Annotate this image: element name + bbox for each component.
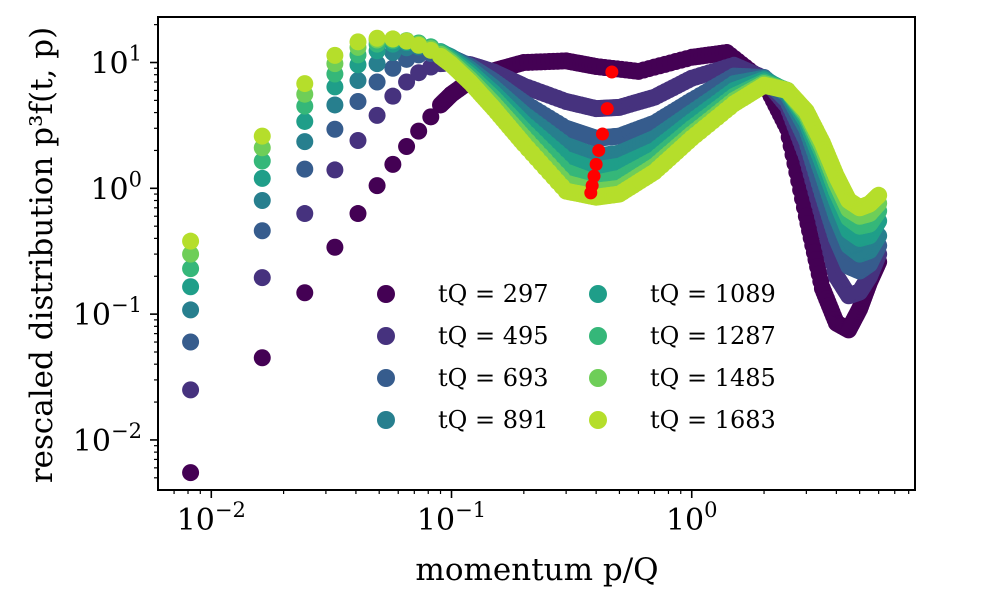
- data-point: [296, 75, 314, 93]
- data-point: [182, 333, 200, 351]
- legend-item: tQ = 1485: [589, 364, 776, 392]
- legend: tQ = 297 tQ = 495 tQ = 693 tQ = 891 tQ = 108…: [377, 280, 776, 434]
- data-point: [368, 106, 386, 124]
- minimum-point: [589, 157, 603, 171]
- data-point: [384, 30, 402, 48]
- data-point: [368, 177, 386, 195]
- y-axis-label: rescaled distribution p³f(t, p): [24, 27, 60, 483]
- minimum-point: [584, 186, 598, 200]
- legend-label: tQ = 1287: [650, 322, 776, 350]
- data-point: [384, 87, 402, 105]
- legend-item: tQ = 693: [377, 364, 549, 392]
- data-point: [182, 464, 200, 482]
- data-point: [349, 131, 367, 149]
- data-point: [410, 122, 428, 140]
- data-point: [326, 46, 344, 64]
- data-point: [398, 73, 416, 91]
- legend-item: tQ = 1287: [589, 322, 776, 350]
- data-point: [422, 108, 440, 126]
- legend-item: tQ = 1089: [589, 280, 776, 308]
- data-point: [296, 284, 314, 302]
- data-point: [326, 120, 344, 138]
- legend-label: tQ = 891: [438, 406, 549, 434]
- data-point: [182, 301, 200, 319]
- legend-label: tQ = 1485: [650, 364, 776, 392]
- data-point: [253, 192, 271, 210]
- data-point: [398, 137, 416, 155]
- legend-marker: [377, 285, 395, 303]
- data-point: [296, 112, 314, 130]
- legend-item: tQ = 495: [377, 322, 549, 350]
- y-tick-label: 100: [90, 167, 142, 207]
- legend-marker: [589, 369, 607, 387]
- legend-marker: [589, 411, 607, 429]
- legend-marker: [589, 285, 607, 303]
- data-point: [349, 205, 367, 223]
- data-point: [253, 222, 271, 240]
- plot-frame: [157, 16, 916, 491]
- legend-item: tQ = 297: [377, 280, 549, 308]
- legend-label: tQ = 495: [438, 322, 549, 350]
- data-point: [182, 260, 200, 278]
- series-8: [182, 29, 888, 250]
- data-point: [349, 71, 367, 89]
- data-point: [182, 245, 200, 263]
- data-point: [253, 139, 271, 157]
- legend-item: tQ = 891: [377, 406, 549, 434]
- data-point: [253, 269, 271, 287]
- data-point: [368, 29, 386, 47]
- data-point: [253, 127, 271, 145]
- data-point: [368, 73, 386, 91]
- data-point: [368, 55, 386, 73]
- data-point: [326, 78, 344, 96]
- minimum-point: [595, 127, 609, 141]
- data-point: [870, 186, 888, 204]
- legend-marker: [377, 411, 395, 429]
- legend-item: tQ = 1683: [589, 406, 776, 434]
- legend-label: tQ = 1683: [650, 406, 776, 434]
- legend-label: tQ = 297: [438, 280, 549, 308]
- minima-markers: [584, 65, 619, 200]
- y-tick-label: 10−1: [73, 293, 142, 333]
- data-point: [326, 96, 344, 114]
- legend-label: tQ = 1089: [650, 280, 776, 308]
- legend-marker: [589, 327, 607, 345]
- data-point: [349, 33, 367, 51]
- data-point: [296, 133, 314, 151]
- data-point: [296, 160, 314, 178]
- minimum-point: [592, 143, 606, 157]
- x-tick-label: 10−2: [177, 498, 246, 538]
- minimum-point: [605, 65, 619, 79]
- data-point: [326, 161, 344, 179]
- data-point: [296, 205, 314, 223]
- data-point: [296, 97, 314, 115]
- y-tick-label: 101: [90, 42, 142, 82]
- data-point: [253, 152, 271, 170]
- data-point: [182, 232, 200, 250]
- minimum-point: [600, 102, 614, 116]
- data-point: [182, 381, 200, 399]
- data-point: [349, 92, 367, 110]
- data-point: [253, 349, 271, 367]
- y-tick-label: 10−2: [73, 419, 142, 459]
- legend-label: tQ = 693: [438, 364, 549, 392]
- data-point: [384, 155, 402, 173]
- data-point: [384, 59, 402, 77]
- data-point: [182, 278, 200, 296]
- data-point: [253, 169, 271, 187]
- data-point: [326, 238, 344, 256]
- x-tick-label: 100: [666, 498, 718, 538]
- plot-area: [182, 29, 888, 482]
- legend-marker: [377, 369, 395, 387]
- legend-marker: [377, 327, 395, 345]
- x-axis-label: momentum p/Q: [415, 552, 658, 588]
- x-tick-label: 10−1: [417, 498, 486, 538]
